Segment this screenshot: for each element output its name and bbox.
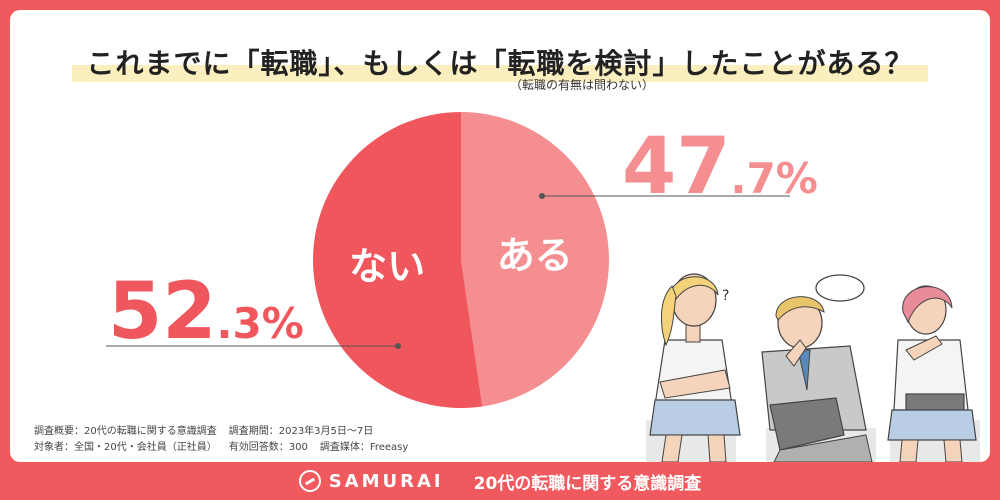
- chart-subtitle: （転職の有無は問わない）: [510, 78, 655, 92]
- note-medium: 調査媒体：Freeasy: [319, 442, 409, 453]
- brand-name: SAMURAI: [328, 470, 444, 492]
- note-target: 対象者：全国・20代・会社員（正社員）: [34, 442, 217, 453]
- title-wrap: これまでに「転職」、もしくは「転職を検討」したことがある？: [10, 42, 990, 82]
- percent-yes-decimal: .7%: [730, 154, 818, 203]
- woman-left-figure: [649, 273, 741, 462]
- people-illustration: ?: [646, 273, 980, 462]
- percent-no-integer: 52: [108, 267, 217, 357]
- note-period: 調査期間：2023年3月5日〜7日: [228, 426, 374, 437]
- percent-no-decimal: .3%: [216, 299, 304, 348]
- percent-yes-integer: 47: [622, 122, 731, 212]
- woman-right-figure: [887, 285, 977, 462]
- man-middle-figure: [761, 296, 873, 462]
- question-mark: ?: [722, 288, 729, 304]
- leader-dot-yes: [539, 193, 545, 199]
- leader-dot-no: [395, 343, 401, 349]
- survey-notes: 調査概要：20代の転職に関する意識調査 調査期間：2023年3月5日〜7日 対象者…: [34, 424, 420, 456]
- chart-card: これまでに「転職」、もしくは「転職を検討」したことがある？ （転職の有無は問わな…: [10, 10, 990, 462]
- slice-label-no: ない: [349, 244, 425, 288]
- footer: SAMURAI 20代の転職に関する意識調査: [0, 462, 1000, 500]
- percent-label-yes: 47.7%: [622, 128, 818, 206]
- pie-slice-no: [313, 112, 483, 408]
- slice-label-yes: ある: [497, 234, 573, 278]
- chart-title: これまでに「転職」、もしくは「転職を検討」したことがある？: [72, 42, 928, 82]
- note-overview: 調査概要：20代の転職に関する意識調査: [34, 426, 217, 437]
- pie-chart: ある ない: [106, 112, 980, 462]
- samurai-logo-icon: [298, 470, 321, 492]
- note-responses: 有効回答数：300: [228, 442, 308, 453]
- footer-title: 20代の転職に関する意識調査: [473, 473, 702, 494]
- percent-label-no: 52.3%: [108, 273, 304, 351]
- pie-slice-yes: [461, 112, 610, 407]
